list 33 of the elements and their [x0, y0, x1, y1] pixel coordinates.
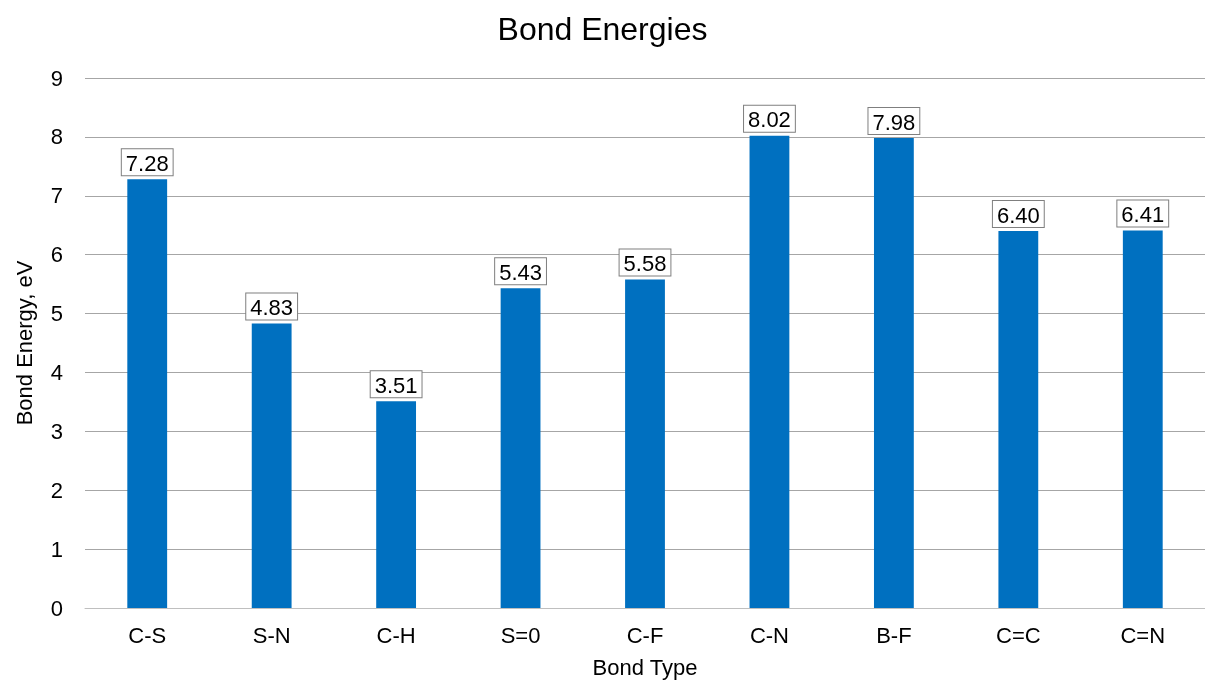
- x-tick-label: C-F: [626, 622, 664, 648]
- x-tick-label: S-N: [252, 622, 291, 648]
- y-tick-label: 9: [50, 65, 63, 91]
- bar: [873, 138, 914, 608]
- x-tick-label: S=0: [500, 622, 541, 648]
- data-label: 7.28: [125, 150, 169, 176]
- y-tick-label: 0: [50, 595, 63, 621]
- y-tick-label: 7: [50, 183, 63, 209]
- y-tick-label: 3: [50, 418, 63, 444]
- x-tick-label: B-F: [876, 622, 912, 648]
- data-label: 5.43: [499, 259, 542, 285]
- bar: [998, 231, 1039, 608]
- data-label: 5.58: [623, 250, 667, 276]
- y-tick-label: 1: [50, 536, 63, 562]
- y-tick-label: 6: [50, 242, 63, 268]
- data-label: 6.41: [1121, 202, 1165, 228]
- data-label: 3.51: [374, 372, 418, 398]
- x-tick-label: C-H: [376, 622, 416, 648]
- y-tick-label: 4: [50, 359, 63, 385]
- data-label: 7.98: [872, 109, 916, 135]
- x-tick-label: C=C: [996, 622, 1041, 648]
- data-label: 8.02: [748, 107, 791, 133]
- y-tick-label: 5: [50, 301, 63, 327]
- x-tick-label: C=N: [1120, 622, 1166, 648]
- y-axis-title: Bond Energy, eV: [11, 260, 37, 426]
- y-tick-label: 8: [50, 124, 63, 150]
- x-tick-label: C-S: [128, 622, 167, 648]
- x-tick-label: C-N: [749, 622, 789, 648]
- chart-title: Bond Energies: [497, 11, 708, 47]
- y-tick-label: 2: [50, 477, 63, 503]
- data-label: 4.83: [250, 295, 294, 321]
- x-axis-title: Bond Type: [592, 654, 698, 680]
- data-label: 6.40: [996, 202, 1040, 228]
